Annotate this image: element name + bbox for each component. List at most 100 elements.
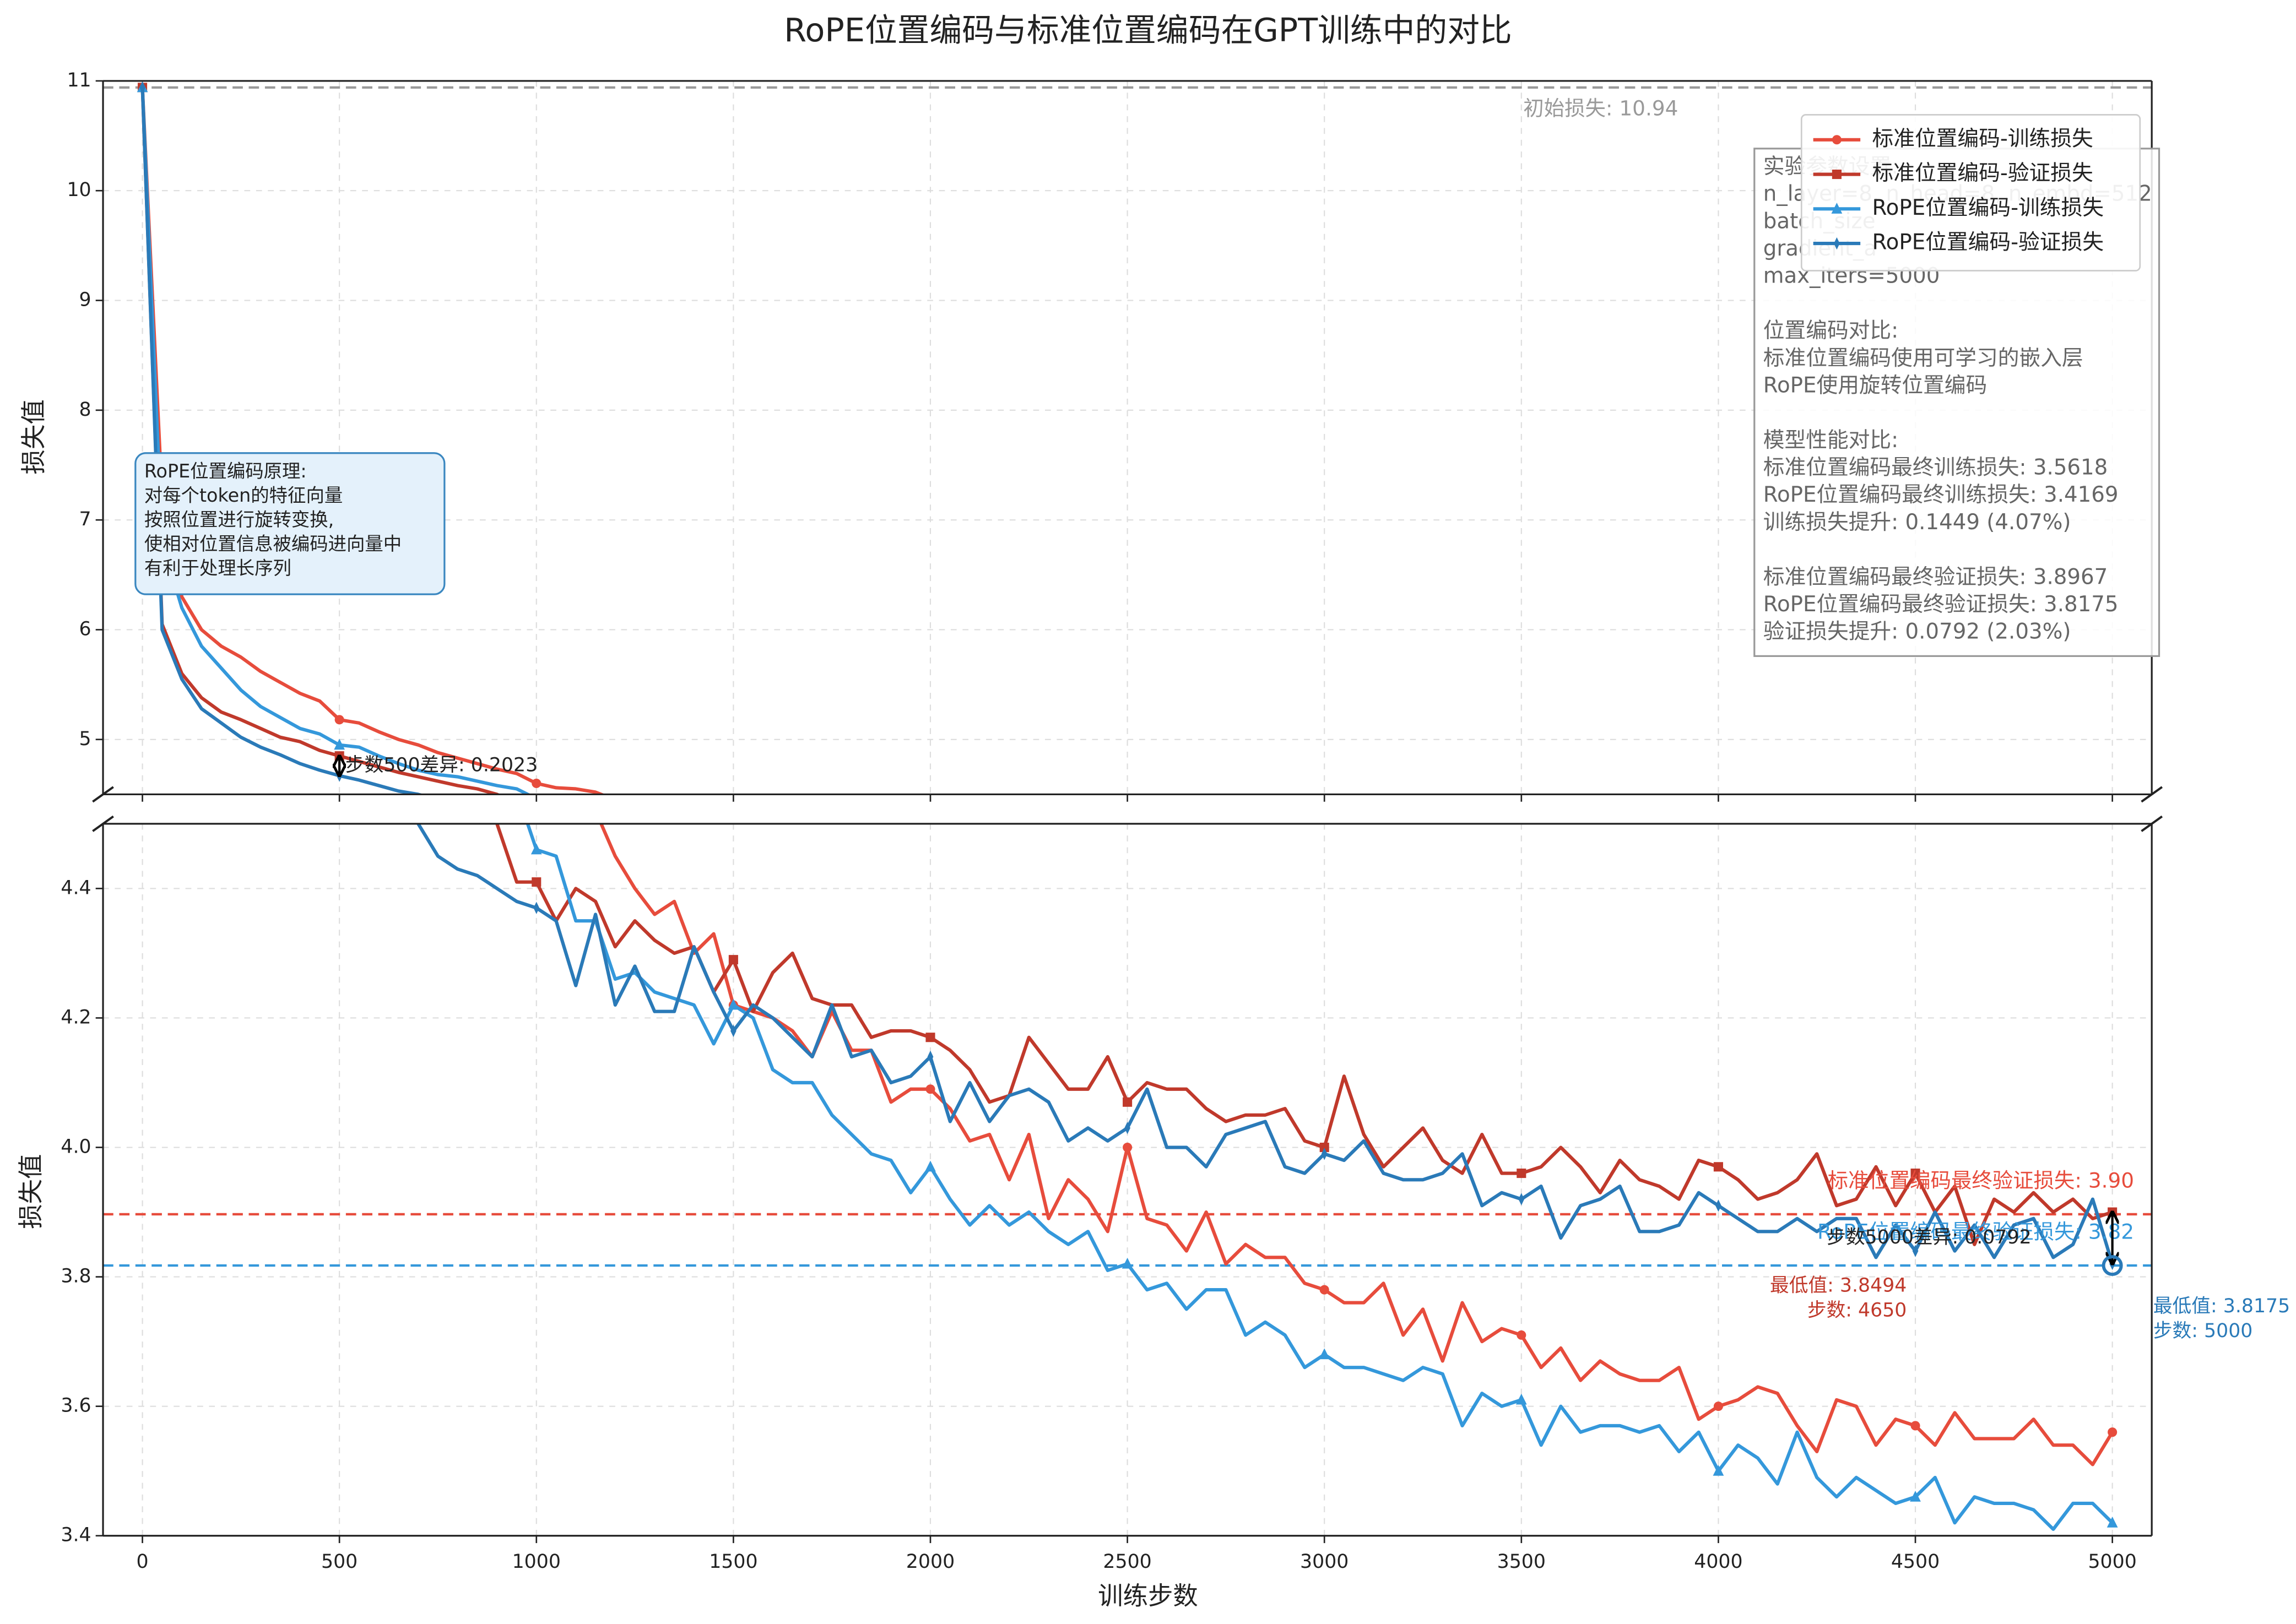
info-text: 验证损失提升: 0.0792 (2.03%)	[1763, 620, 2071, 644]
data-point	[1832, 135, 1842, 145]
data-point	[1123, 1142, 1133, 1153]
y-tick-label: 5	[79, 728, 91, 750]
data-point	[728, 955, 738, 965]
data-point	[532, 778, 541, 789]
y-tick-label: 10	[67, 179, 91, 201]
y-tick-label: 4.2	[61, 1006, 91, 1028]
y-tick-label: 7	[79, 508, 91, 530]
data-point	[1713, 1402, 1723, 1411]
reference-label: RoPE位置编码最终验证损失: 3.82	[1817, 1220, 2134, 1244]
data-point	[533, 901, 540, 914]
min-point	[2102, 1255, 2123, 1276]
note-text: 使相对位置信息被编码进向量中	[144, 533, 402, 555]
data-point	[1515, 1393, 1527, 1405]
note-box	[134, 452, 446, 595]
frame	[92, 80, 2163, 1537]
x-axis-label: 训练步数	[1098, 1581, 1198, 1610]
y-tick-label: 3.6	[61, 1395, 91, 1417]
info-text: 模型性能对比:	[1763, 428, 1898, 453]
data-point	[925, 1033, 935, 1042]
diff-label: 步数5000差异: 0.0792	[1827, 1226, 2031, 1248]
data-point	[2108, 1427, 2118, 1437]
data-point	[1518, 1193, 1525, 1205]
x-tick-label: 3500	[1497, 1551, 1546, 1573]
data-point	[334, 715, 344, 725]
data-point	[925, 1160, 936, 1172]
x-tick-label: 500	[321, 1551, 358, 1573]
data-point	[532, 877, 541, 887]
data-point	[1319, 1285, 1329, 1295]
note-text: 有利于处理长序列	[144, 557, 291, 579]
y-tick-label: 3.4	[61, 1524, 91, 1546]
x-tick-label: 4000	[1694, 1551, 1742, 1573]
series-line	[140, 87, 532, 795]
info-text: RoPE位置编码最终训练损失: 3.4169	[1763, 482, 2119, 507]
data-point	[1910, 1421, 1920, 1431]
x-tick-label: 4500	[1891, 1551, 1940, 1573]
min-label: 最低值: 3.8494	[1770, 1274, 1907, 1296]
y-axis-label: 损失值	[19, 399, 48, 474]
x-tick-label: 3000	[1300, 1551, 1349, 1573]
info-text: 标准位置编码最终训练损失: 3.5618	[1763, 455, 2108, 480]
data-point	[1910, 1490, 1921, 1502]
data-point	[1831, 203, 1843, 214]
data-point	[730, 1024, 737, 1038]
data-point	[1832, 169, 1842, 180]
x-tick-label: 2000	[906, 1551, 955, 1573]
y-tick-label: 6	[79, 618, 91, 640]
y-tick-label: 9	[79, 289, 91, 311]
min-label: 最低值: 3.8175	[2153, 1295, 2290, 1317]
series-line	[140, 87, 501, 795]
x-tick-label: 5000	[2088, 1551, 2136, 1573]
info-text: RoPE使用旋转位置编码	[1763, 373, 1987, 398]
data-point	[1912, 1245, 1919, 1257]
legend-label: 标准位置编码-验证损失	[1872, 161, 2093, 186]
reference-label: 标准位置编码最终验证损失: 3.90	[1828, 1169, 2134, 1193]
chart-title: RoPE位置编码与标准位置编码在GPT训练中的对比	[784, 11, 1512, 49]
note-text: RoPE位置编码原理:	[144, 460, 307, 482]
y-axis-label: 损失值	[16, 1154, 45, 1229]
legend-box	[1800, 114, 2141, 271]
note-text: 对每个token的特征向量	[144, 485, 343, 506]
y-tick-label: 4.4	[61, 877, 91, 899]
data-point	[2107, 1517, 2118, 1528]
reference-label: 初始损失: 10.94	[1523, 96, 1678, 120]
y-tick-label: 4.0	[61, 1136, 91, 1158]
info-text: RoPE位置编码最终验证损失: 3.8175	[1763, 592, 2119, 617]
data-point	[1517, 1330, 1526, 1340]
min-label: 步数: 4650	[1807, 1300, 1907, 1322]
data-point	[1834, 237, 1840, 250]
info-text: 训练损失提升: 0.1449 (4.07%)	[1763, 510, 2071, 535]
data-point	[1122, 1257, 1133, 1269]
data-point	[1319, 1348, 1330, 1360]
legend-label: RoPE位置编码-验证损失	[1872, 230, 2104, 255]
axis-break	[92, 786, 2163, 832]
x-tick-label: 2500	[1103, 1551, 1151, 1573]
data-point	[1124, 1122, 1130, 1134]
y-tick-label: 11	[67, 69, 91, 91]
data-point	[1713, 1464, 1724, 1476]
y-tick-label: 8	[79, 399, 91, 421]
legend-label: RoPE位置编码-训练损失	[1872, 195, 2104, 220]
data-point	[334, 738, 345, 750]
x-tick-label: 1000	[512, 1551, 561, 1573]
diff-label: 步数500差异: 0.2023	[345, 754, 538, 776]
x-tick-label: 0	[136, 1551, 148, 1573]
series-line	[140, 87, 606, 795]
data-point	[728, 998, 739, 1010]
x-tick-label: 1500	[709, 1551, 757, 1573]
data-point	[927, 1050, 934, 1063]
info-text: 标准位置编码使用可学习的嵌入层	[1763, 346, 2083, 371]
plot-area	[103, 81, 2152, 1531]
data-point	[530, 843, 542, 855]
min-label: 步数: 5000	[2153, 1320, 2253, 1342]
data-point	[1123, 1097, 1133, 1107]
note-text: 按照位置进行旋转变换,	[144, 509, 334, 530]
data-point	[1910, 1168, 1920, 1178]
y-tick-label: 3.8	[61, 1265, 91, 1288]
data-point	[1713, 1162, 1723, 1172]
info-text: 位置编码对比:	[1763, 318, 1898, 343]
data-point	[1319, 1142, 1329, 1153]
